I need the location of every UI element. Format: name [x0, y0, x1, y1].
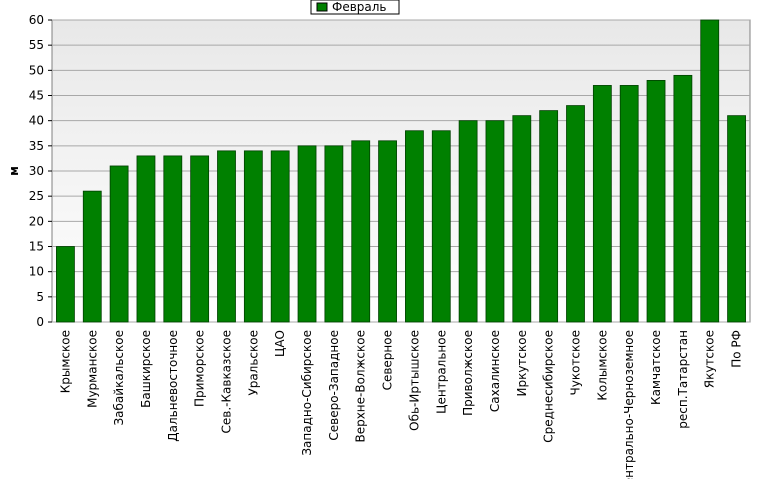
y-tick-label: 40	[29, 114, 44, 128]
x-tick-label: Северо-Западное	[327, 330, 341, 441]
bar	[217, 150, 236, 323]
y-tick-label: 20	[29, 214, 44, 228]
bar	[82, 190, 102, 323]
bar	[539, 110, 559, 323]
bar	[619, 85, 639, 323]
bar	[458, 120, 478, 323]
bar	[431, 130, 451, 323]
y-tick-label: 50	[29, 63, 44, 77]
bar	[56, 246, 75, 323]
bar	[592, 85, 612, 323]
legend-box	[310, 0, 400, 15]
y-tick-label: 35	[29, 139, 44, 153]
legend: Февраль	[310, 0, 400, 15]
bar	[351, 140, 371, 323]
x-tick-label: Башкирское	[139, 330, 153, 408]
x-tick-label: Верхне-Волжское	[354, 330, 368, 443]
x-tick-label: Центрально-Черноземное	[622, 330, 636, 479]
bar	[485, 120, 505, 323]
x-tick-label: Обь-Иртышское	[407, 330, 421, 431]
y-axis-label: м	[7, 166, 21, 176]
bar	[566, 105, 585, 323]
x-tick-label: Камчатское	[649, 330, 663, 405]
y-tick-label: 55	[29, 38, 44, 52]
x-tick-label: Дальневосточное	[166, 330, 180, 442]
x-tick-label: Сахалинское	[488, 330, 502, 412]
x-tick-label: Среднесибирское	[542, 330, 556, 443]
x-tick-label: Уральское	[246, 330, 260, 396]
x-tick-label: Мурманское	[85, 330, 99, 408]
bar	[512, 115, 532, 323]
x-tick-label: Приморское	[193, 330, 207, 407]
y-tick-label: 15	[29, 240, 44, 254]
bar	[727, 115, 746, 323]
bar	[324, 145, 344, 323]
x-tick-label: Крымское	[58, 330, 72, 393]
y-tick-label: 0	[36, 315, 44, 329]
x-tick-label: ЦАО	[273, 330, 287, 357]
y-tick-label: 25	[29, 189, 44, 203]
x-tick-label: Чукотское	[569, 330, 583, 395]
y-tick-label: 30	[29, 164, 44, 178]
x-tick-label: респ.Татарстан	[676, 330, 690, 429]
x-tick-label: Западно-Сибирское	[300, 330, 314, 456]
bar	[673, 74, 693, 323]
bar	[136, 155, 156, 323]
x-tick-label: Забайкальское	[112, 330, 126, 426]
x-tick-label: Приволжское	[461, 330, 475, 416]
bar	[109, 165, 129, 323]
bar	[646, 80, 666, 323]
x-tick-label: Центральное	[434, 330, 448, 414]
bar	[405, 130, 424, 323]
x-tick-label: Якутское	[703, 330, 717, 388]
x-tick-label: По РФ	[730, 330, 744, 368]
y-tick-label: 5	[36, 290, 44, 304]
legend-swatch	[316, 2, 328, 12]
bar	[243, 150, 263, 323]
x-tick-label: Колымское	[595, 330, 609, 401]
x-tick-label: Сев.-Кавказское	[220, 330, 234, 433]
legend-label: Февраль	[332, 0, 387, 14]
x-tick-label: Иркутское	[515, 330, 529, 397]
bar	[378, 140, 397, 323]
bar	[163, 155, 183, 323]
x-tick-label: Северное	[381, 330, 395, 390]
y-tick-label: 45	[29, 89, 44, 103]
bar	[270, 150, 290, 323]
bar	[190, 155, 210, 323]
bar	[297, 145, 317, 323]
bar	[700, 19, 720, 323]
y-tick-label: 60	[29, 13, 44, 27]
y-tick-label: 10	[29, 265, 44, 279]
